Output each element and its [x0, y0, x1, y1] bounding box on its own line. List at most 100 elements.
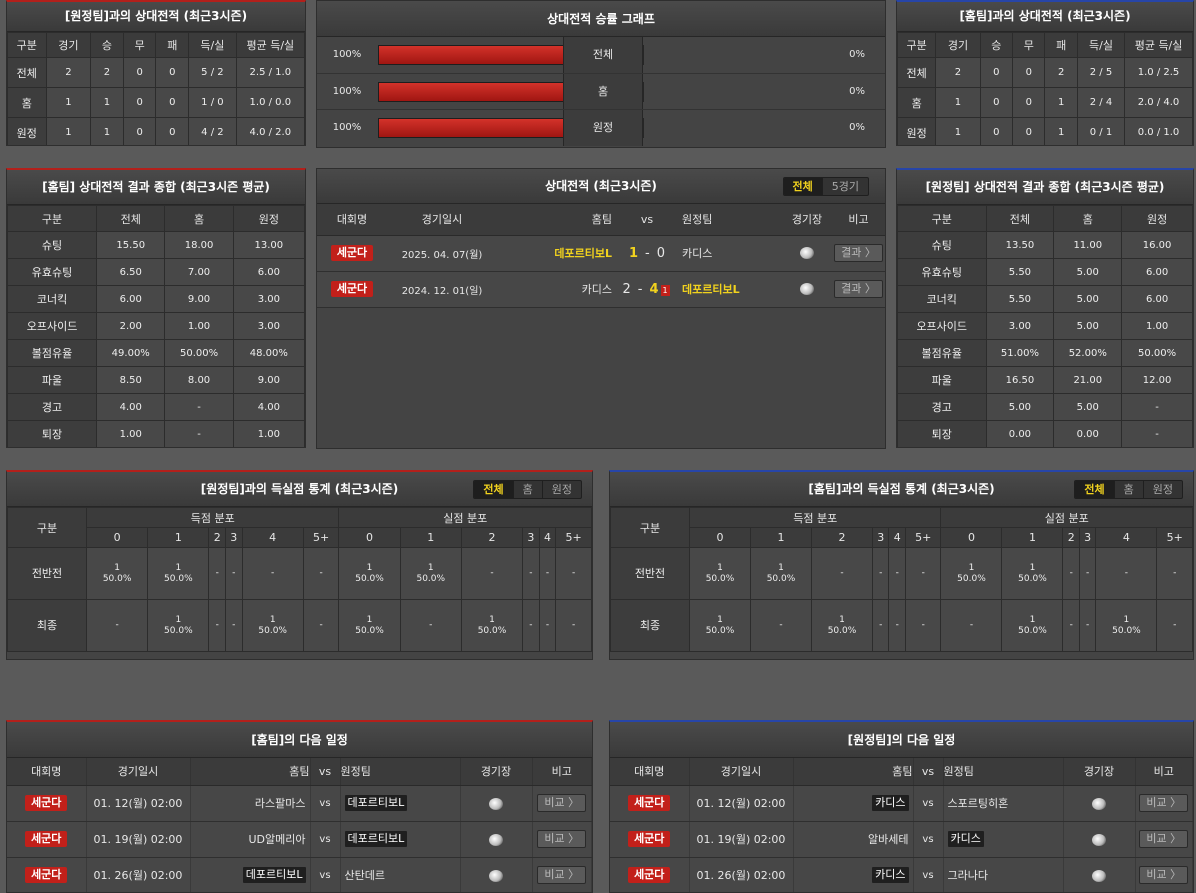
vs-cell: vs [913, 821, 944, 858]
table-row: 전체 2 0 0 2 2 / 5 1.0 / 2.5 [897, 57, 1193, 88]
result-button[interactable]: 결과 〉 [834, 280, 883, 298]
schedule-row[interactable]: 세군다 01. 12(월) 02:00 카디스 vs 스포르팅히혼 비교 〉 [610, 785, 1193, 822]
h2h-matches-table: 대회명 경기일시 홈팀 vs 원정팀 경기장 비고 세군다 2025. 04. 0… [317, 204, 885, 308]
compare-button[interactable]: 비교 〉 [537, 866, 587, 884]
score-separator: - [645, 245, 650, 261]
dist-count: 1 [366, 614, 373, 625]
dist-away-toggle: 전체 홈 원정 [473, 480, 582, 499]
table-header: 패 [155, 32, 190, 58]
bucket-header: 1 [399, 527, 462, 548]
winrate-row: 100% 전체 0% [317, 37, 885, 73]
schedule-row[interactable]: 세군다 01. 12(월) 02:00 라스팔마스 vs 데포르티보L 비교 〉 [7, 785, 592, 822]
schedule-row[interactable]: 세군다 01. 26(월) 02:00 카디스 vs 그라나다 비교 〉 [610, 857, 1193, 892]
toggle-home[interactable]: 홈 [512, 481, 542, 498]
table-row: 원정 1 0 0 1 0 / 1 0.0 / 1.0 [897, 117, 1193, 145]
dist-count: - [545, 620, 550, 630]
toggle-away[interactable]: 원정 [1142, 481, 1182, 498]
table-row: 유효슈팅 5.50 5.00 6.00 [897, 258, 1193, 286]
table-row: 볼점유율 49.00% 50.00% 48.00% [7, 339, 305, 367]
dist-percent: 50.0% [355, 625, 384, 636]
dist-cell: 1 50.0% [338, 599, 401, 652]
bucket-header: 3 [871, 527, 890, 548]
loss-percent: 0% [849, 49, 865, 60]
win-bar [378, 82, 564, 102]
stat-cell: 1 [45, 87, 92, 118]
stat-cell: 1 [45, 117, 92, 145]
dist-count: 1 [489, 614, 495, 625]
stat-cell: 50.00% [164, 339, 234, 367]
row-label: 퇴장 [897, 420, 987, 447]
bucket-header: 2 [811, 527, 873, 548]
stat-cell: 0.00 [1053, 420, 1123, 447]
col-note: 비고 [532, 758, 592, 786]
stat-cell: 4.0 / 2.0 [235, 117, 305, 145]
compare-button[interactable]: 비교 〉 [1139, 794, 1189, 812]
toggle-all[interactable]: 전체 [474, 481, 513, 498]
dist-count: 1 [968, 562, 975, 573]
schedule-row[interactable]: 세군다 01. 19(월) 02:00 알바세테 vs 카디스 비교 〉 [610, 821, 1193, 858]
dist-count: 1 [175, 614, 182, 625]
stat-cell: 1 [90, 117, 124, 145]
stat-cell: 3.00 [985, 312, 1055, 340]
panel-title: [원정팀]의 다음 일정 [610, 722, 1193, 758]
table-header: 승 [979, 32, 1014, 58]
stadium-icon [489, 869, 503, 882]
stat-cell: 6.00 [1121, 285, 1193, 313]
panel-title: [홈팀]의 다음 일정 [7, 722, 592, 758]
compare-button[interactable]: 비교 〉 [537, 794, 587, 812]
toggle-home[interactable]: 홈 [1113, 481, 1143, 498]
stat-cell: 1 [1044, 87, 1078, 118]
away-team: 산탄데르 [340, 857, 461, 892]
score-separator: - [637, 281, 643, 297]
schedule-row[interactable]: 세군다 01. 19(월) 02:00 UD알메리아 vs 데포르티보L 비교 〉 [7, 821, 592, 858]
toggle-away[interactable]: 원정 [541, 481, 581, 498]
dist-percent: 50.0% [705, 625, 735, 636]
dist-cell: - [888, 599, 906, 652]
result-button[interactable]: 결과 〉 [834, 244, 883, 262]
toggle-all[interactable]: 전체 [783, 178, 822, 195]
col-home: 홈팀 [793, 758, 914, 786]
schedule-row[interactable]: 세군다 01. 26(월) 02:00 데포르티보L vs 산탄데르 비교 〉 [7, 857, 592, 892]
venue-cell [460, 821, 533, 858]
match-row[interactable]: 세군다 2025. 04. 07(월) 데포르티보L 1-0 카디스 결과 〉 [317, 235, 885, 272]
row-label: 슈팅 [897, 231, 987, 259]
compare-button[interactable]: 비교 〉 [537, 830, 587, 848]
row-label: 전반전 [610, 547, 690, 600]
dist-count: 1 [1123, 614, 1130, 625]
dist-cell: 1 50.0% [750, 547, 812, 600]
toggle-last5[interactable]: 5경기 [821, 178, 868, 195]
bucket-header: 0 [338, 527, 401, 548]
home-team: 알바세테 [793, 821, 914, 858]
dist-count: - [232, 568, 236, 578]
stat-cell: 0 [122, 87, 157, 118]
toggle-all[interactable]: 전체 [1075, 481, 1114, 498]
row-label: 전체 [7, 57, 47, 88]
stat-cell: 5.00 [1053, 393, 1123, 421]
dist-percent: 50.0% [477, 625, 507, 636]
table-row: 퇴장 0.00 0.00- [897, 420, 1193, 447]
h2h-away-table: 구분 경기 승 무 패 득/실 평균 득/실 전체 2 2 0 0 5 / 2 2.5 / 1.0 홈 1 1 0… [7, 32, 305, 145]
table-header: 경기 [935, 32, 981, 58]
note-cell: 비교 〉 [532, 785, 592, 822]
compare-button[interactable]: 비교 〉 [1139, 830, 1189, 848]
loss-percent: 0% [849, 86, 865, 97]
table-header: 득/실 [188, 32, 237, 58]
dist-home-title: [홈팀]과의 득실점 통계 (최근3시즌) [808, 482, 995, 496]
home-team: UD알메리아 [190, 821, 311, 858]
h2h-matches-title: 상대전적 (최근3시즌) [545, 179, 657, 193]
dist-cell: - [1156, 547, 1193, 600]
stat-cell: 13.50 [985, 231, 1055, 259]
match-row[interactable]: 세군다 2024. 12. 01(일) 카디스 2-4 1 데포르티보L 결과 〉 [317, 271, 885, 308]
row-label: 볼점유율 [7, 339, 98, 367]
date-cell: 01. 12(월) 02:00 [689, 785, 794, 822]
league-badge: 세군다 [628, 831, 671, 847]
dist-count: - [1173, 620, 1177, 630]
compare-button[interactable]: 비교 〉 [1139, 866, 1189, 884]
stat-cell: 0 [155, 87, 190, 118]
panel-title: [홈팀]과의 득실점 통계 (최근3시즌) 전체 홈 원정 [610, 472, 1193, 507]
h2h-home-panel: [홈팀]과의 상대전적 (최근3시즌) 구분 경기 승 무 패 득/실 평균 득/실 전체 2 0… [896, 0, 1194, 146]
home-team-name: 라스팔마스 [254, 797, 306, 810]
note-cell: 비교 〉 [1135, 857, 1193, 892]
table-row: 최종 1 50.0% -1 50.0% - - - -1 50.0% - -1 50.0% - [610, 599, 1193, 652]
col-date: 경기일시 [387, 204, 497, 236]
